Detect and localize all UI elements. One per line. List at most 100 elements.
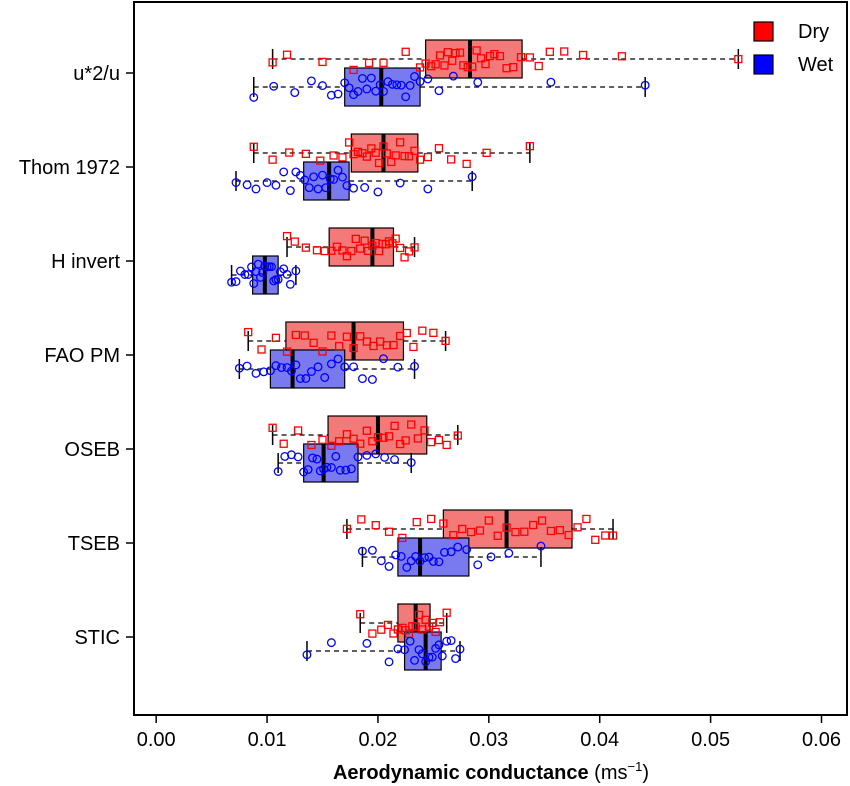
point-u-2-u-wet-1: [269, 81, 279, 91]
point-u-2-u-dry-16: [455, 48, 465, 57]
x-tick-label-2: 0.02: [358, 729, 397, 751]
point-oseb-dry-21: [427, 437, 436, 447]
point-h-invert-dry-7: [338, 246, 347, 255]
point-tseb-wet-15: [446, 547, 456, 557]
point-thom-1972-dry-3: [301, 149, 311, 158]
point-tseb-wet-17: [462, 545, 472, 554]
point-fao-pm-wet-0: [234, 363, 244, 373]
point-h-invert-dry-8: [342, 252, 352, 261]
point-tseb-wet-3: [384, 561, 394, 571]
point-thom-1972-dry-17: [387, 157, 396, 167]
point-thom-1972-wet-5: [279, 167, 289, 177]
point-h-invert-dry-13: [363, 246, 373, 256]
point-tseb-wet-4: [391, 550, 401, 560]
point-u-2-u-wet-17: [383, 77, 393, 87]
point-fao-pm-wet-6: [277, 363, 286, 372]
point-tseb-wet-10: [420, 553, 429, 563]
point-oseb-wet-12: [331, 451, 341, 461]
point-tseb-wet-12: [428, 556, 438, 566]
point-u-2-u-dry-6: [401, 47, 410, 56]
point-stic-dry-3: [383, 620, 393, 630]
point-u-2-u-wet-24: [415, 77, 425, 86]
point-tseb-dry-5: [412, 517, 421, 527]
point-thom-1972-dry-4: [316, 156, 325, 165]
legend-swatch-dry: [753, 21, 774, 42]
point-oseb-dry-2: [293, 426, 303, 435]
y-tick-label-thom-1972: Thom 1972: [19, 157, 120, 179]
point-tseb-wet-1: [367, 545, 377, 555]
point-fao-pm-wet-1: [242, 361, 252, 371]
x-tick-label-5: 0.05: [691, 729, 730, 751]
point-thom-1972-dry-14: [374, 158, 384, 168]
point-layer: [227, 46, 743, 667]
point-fao-pm-dry-7: [318, 347, 327, 356]
point-tseb-dry-9: [458, 524, 467, 534]
point-tseb-dry-16: [520, 527, 529, 536]
point-fao-pm-dry-10: [342, 332, 352, 341]
point-stic-wet-11: [424, 652, 434, 662]
point-oseb-wet-15: [346, 464, 356, 474]
point-tseb-wet-16: [453, 542, 463, 552]
point-tseb-wet-6: [402, 562, 412, 572]
point-oseb-wet-3: [293, 452, 303, 462]
point-u-2-u-dry-31: [545, 47, 554, 56]
point-stic-wet-1: [326, 638, 336, 648]
point-tseb-dry-2: [371, 521, 380, 530]
point-stic-wet-12: [427, 652, 437, 662]
point-fao-pm-wet-5: [271, 361, 281, 371]
point-oseb-wet-13: [335, 465, 345, 475]
point-thom-1972-dry-12: [367, 144, 376, 153]
point-h-invert-dry-3: [312, 246, 322, 255]
point-thom-1972-dry-27: [462, 159, 471, 169]
point-thom-1972-dry-8: [349, 150, 358, 159]
point-oseb-dry-0: [268, 423, 277, 432]
point-u-2-u-wet-0: [249, 92, 259, 102]
point-h-invert-dry-12: [360, 236, 369, 245]
point-h-invert-wet-22: [291, 266, 301, 276]
point-stic-wet-3: [384, 657, 394, 667]
x-axis-title-unit: (ms: [594, 762, 627, 784]
point-thom-1972-dry-23: [415, 155, 425, 164]
point-stic-dry-11: [414, 610, 424, 620]
point-tseb-dry-20: [555, 526, 564, 535]
point-fao-pm-dry-20: [409, 342, 418, 352]
point-u-2-u-dry-4: [364, 58, 374, 68]
point-oseb-dry-3: [307, 440, 316, 450]
point-tseb-wet-13: [434, 557, 444, 567]
x-axis: 0.00 0.01 0.02 0.03 0.04 0.05 0.06: [137, 715, 841, 751]
point-fao-pm-wet-4: [265, 366, 275, 376]
point-fao-pm-wet-9: [291, 360, 301, 370]
point-fao-pm-dry-14: [369, 341, 378, 351]
point-oseb-dry-12: [373, 433, 383, 442]
point-u-2-u-dry-27: [509, 63, 518, 72]
point-u-2-u-dry-25: [495, 51, 505, 61]
point-thom-1972-dry-2: [285, 148, 294, 157]
point-tseb-dry-21: [564, 530, 573, 540]
point-tseb-wet-18: [473, 560, 483, 570]
point-u-2-u-dry-17: [459, 61, 468, 70]
point-fao-pm-dry-11: [349, 343, 358, 353]
point-stic-wet-7: [410, 655, 419, 665]
point-u-2-u-wet-16: [379, 86, 388, 96]
point-tseb-wet-2: [376, 556, 386, 566]
point-thom-1972-wet-9: [300, 175, 310, 185]
point-oseb-wet-21: [406, 458, 416, 467]
point-u-2-u-wet-10: [353, 86, 363, 96]
point-fao-pm-dry-19: [402, 328, 411, 338]
point-fao-pm-wet-3: [259, 367, 269, 377]
point-tseb-dry-23: [582, 514, 591, 524]
point-oseb-wet-4: [299, 467, 309, 477]
point-tseb-dry-19: [546, 526, 556, 536]
x-axis-title: Aerodynamic conductance (ms−1): [333, 759, 649, 784]
point-stic-wet-6: [405, 636, 415, 646]
point-thom-1972-dry-9: [353, 147, 363, 157]
point-u-2-u-dry-15: [451, 48, 460, 58]
point-fao-pm-dry-3: [282, 347, 292, 356]
point-fao-pm-dry-1: [257, 345, 266, 354]
point-fao-pm-wet-15: [326, 359, 336, 369]
point-thom-1972-dry-24: [423, 152, 432, 162]
legend-swatch-wet: [753, 54, 774, 75]
y-axis: u*2/u Thom 1972 H invert FAO PM OSEB TSEB STIC: [19, 63, 134, 649]
point-u-2-u-wet-28: [473, 77, 483, 87]
point-tseb-dry-10: [466, 527, 476, 537]
